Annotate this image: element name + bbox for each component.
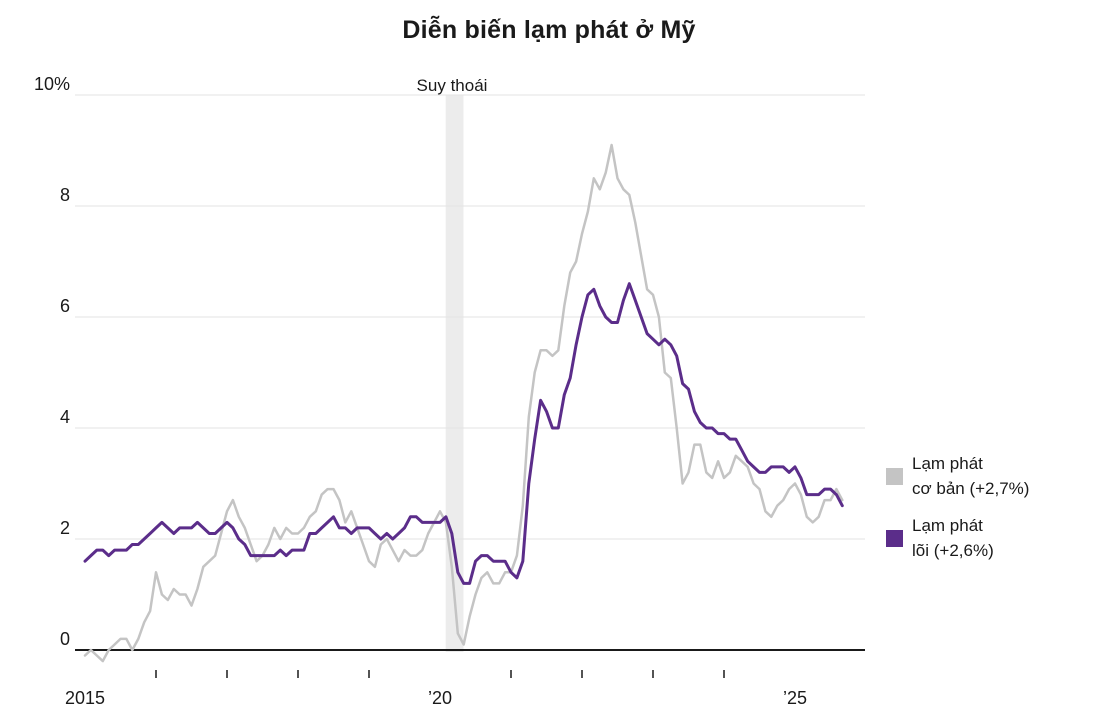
core-legend-label: Lạm phát lõi (+2,6%) <box>912 514 994 563</box>
core-legend-line2: lõi (+2,6%) <box>912 540 994 560</box>
series-line-core <box>83 282 844 585</box>
core-legend-line1: Lạm phát <box>912 516 983 536</box>
legend-item-headline: Lạm phát cơ bản (+2,7%) <box>886 452 1029 501</box>
series-line-headline <box>83 143 844 663</box>
y-axis-tick-label: 8 <box>60 185 70 205</box>
y-axis-tick-label: 10% <box>34 74 70 94</box>
chart-title: Diễn biến lạm phát ở Mỹ <box>402 16 696 44</box>
core-legend-swatch <box>886 530 903 548</box>
x-axis-tick-label: ’25 <box>783 688 807 708</box>
x-axis-tick-label: ’20 <box>428 688 452 708</box>
y-axis-tick-label: 6 <box>60 296 70 316</box>
x-axis-tick-label: 2015 <box>65 688 105 708</box>
y-axis-tick-label: 4 <box>60 407 70 427</box>
legend-item-core: Lạm phát lõi (+2,6%) <box>886 514 1029 563</box>
headline-legend-label: Lạm phát cơ bản (+2,7%) <box>912 452 1029 501</box>
recession-annotation-label: Suy thoái <box>416 76 488 95</box>
headline-legend-swatch <box>886 468 903 486</box>
headline-legend-line1: Lạm phát <box>912 454 983 473</box>
recession-band <box>445 95 464 652</box>
chart-legend: Lạm phát cơ bản (+2,7%) Lạm phát lõi (+2… <box>886 452 1029 564</box>
headline-legend-line2: cơ bản (+2,7%) <box>912 478 1030 498</box>
y-axis-tick-label: 2 <box>60 518 70 538</box>
y-axis-tick-label: 0 <box>60 629 70 649</box>
